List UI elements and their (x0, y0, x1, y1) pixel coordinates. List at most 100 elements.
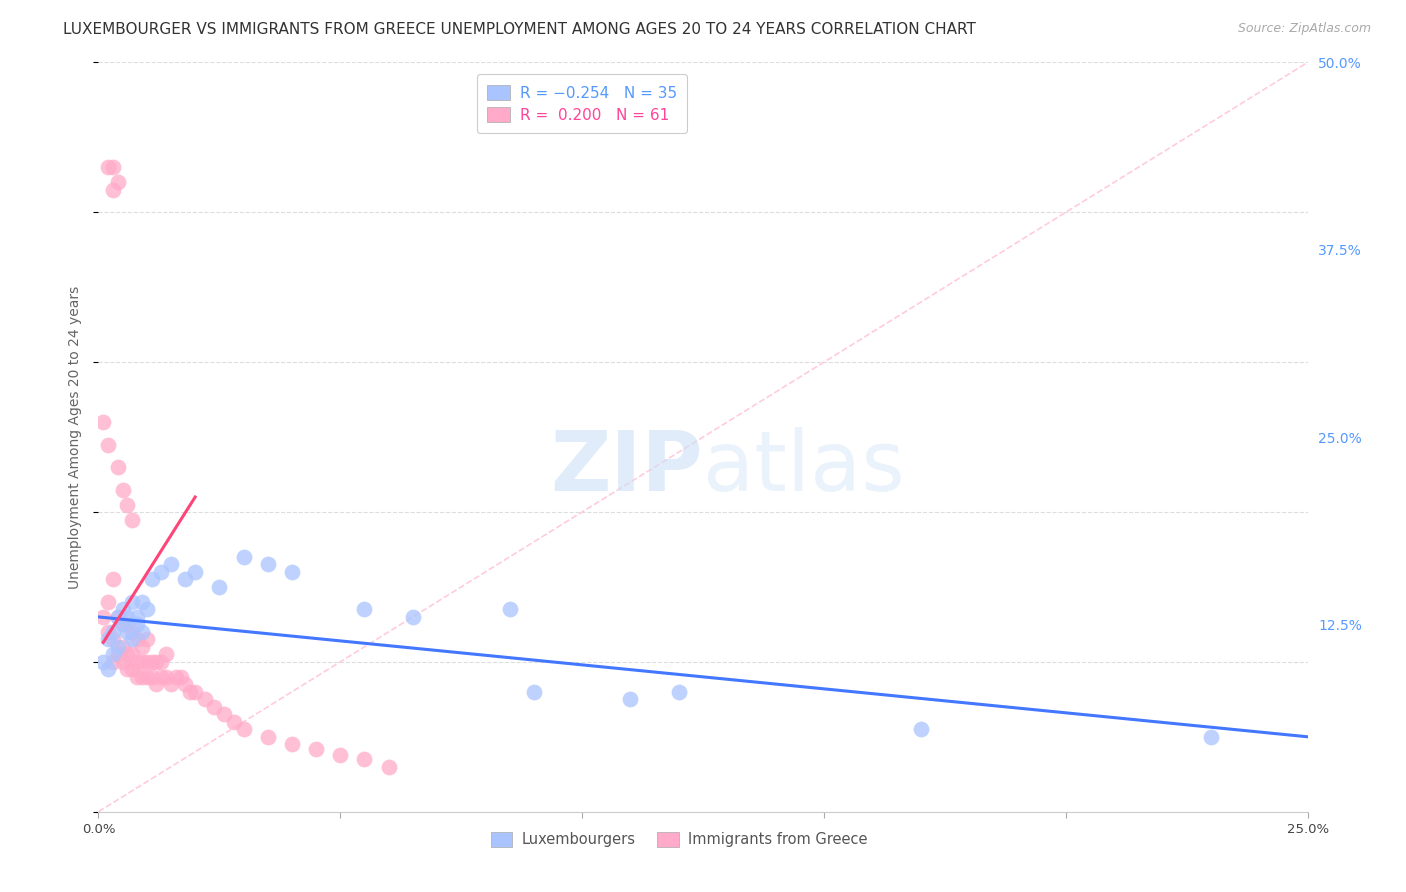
Point (910, 723, 932, 737)
Text: Source: ZipAtlas.com: Source: ZipAtlas.com (1237, 22, 1371, 36)
Point (117, 617, 139, 632)
Point (97, 161, 120, 175)
Point (212, 707, 235, 722)
Point (97, 632, 120, 647)
Point (184, 565, 207, 579)
Y-axis label: Unemployment Among Ages 20 to 24 years: Unemployment Among Ages 20 to 24 years (69, 285, 83, 589)
Point (121, 662, 143, 676)
Point (402, 610, 425, 624)
Point (232, 549, 254, 564)
Point (111, 483, 134, 497)
Point (101, 161, 124, 175)
Point (107, 640, 129, 654)
Point (353, 602, 375, 616)
Point (135, 670, 157, 684)
Point (97, 437, 120, 451)
Point (141, 670, 163, 684)
Point (160, 558, 183, 572)
Point (131, 640, 153, 654)
Point (208, 580, 231, 594)
Point (127, 617, 149, 632)
Point (141, 655, 163, 669)
Point (121, 512, 143, 526)
Point (135, 602, 157, 616)
Point (256, 558, 278, 572)
Text: ZIP: ZIP (551, 426, 703, 508)
Point (127, 655, 149, 669)
Point (121, 648, 143, 662)
Point (232, 723, 254, 737)
Point (107, 460, 129, 475)
Point (117, 498, 139, 512)
Point (305, 741, 328, 756)
Point (107, 648, 129, 662)
Point (150, 670, 173, 684)
Point (121, 632, 143, 647)
Point (194, 692, 217, 706)
Point (97, 595, 120, 609)
Point (111, 640, 134, 654)
Point (169, 670, 191, 684)
Point (619, 692, 641, 706)
Point (222, 714, 245, 729)
Point (101, 573, 124, 587)
Point (668, 685, 690, 699)
Point (111, 617, 134, 632)
Point (155, 670, 177, 684)
Point (117, 610, 139, 624)
Point (111, 602, 134, 616)
Point (127, 632, 149, 647)
Point (150, 565, 173, 579)
Point (101, 648, 124, 662)
Point (101, 632, 124, 647)
Point (117, 648, 139, 662)
Text: LUXEMBOURGER VS IMMIGRANTS FROM GREECE UNEMPLOYMENT AMONG AGES 20 TO 24 YEARS CO: LUXEMBOURGER VS IMMIGRANTS FROM GREECE U… (63, 22, 976, 37)
Point (91, 610, 114, 624)
Point (91, 415, 114, 429)
Point (117, 662, 139, 676)
Point (97, 662, 120, 676)
Point (1199, 730, 1222, 744)
Point (174, 677, 197, 691)
Point (256, 730, 278, 744)
Point (145, 677, 167, 691)
Point (329, 747, 352, 762)
Point (131, 595, 153, 609)
Point (111, 617, 134, 632)
Point (101, 624, 124, 639)
Point (353, 752, 375, 766)
Point (174, 573, 197, 587)
Point (101, 655, 124, 669)
Point (165, 670, 187, 684)
Point (281, 737, 304, 751)
Point (127, 610, 149, 624)
Point (179, 685, 201, 699)
Point (107, 610, 129, 624)
Point (135, 632, 157, 647)
Point (155, 648, 177, 662)
Point (121, 624, 143, 639)
Point (107, 175, 129, 189)
Point (523, 685, 546, 699)
Point (111, 655, 134, 669)
Point (101, 183, 124, 197)
Point (117, 624, 139, 639)
Point (141, 573, 163, 587)
Point (184, 685, 207, 699)
Point (127, 670, 149, 684)
Point (131, 624, 153, 639)
Point (160, 677, 183, 691)
Point (107, 610, 129, 624)
Legend: Luxembourgers, Immigrants from Greece: Luxembourgers, Immigrants from Greece (485, 826, 873, 853)
Point (131, 655, 153, 669)
Point (91, 655, 114, 669)
Point (121, 595, 143, 609)
Point (150, 655, 173, 669)
Point (145, 655, 167, 669)
Point (377, 760, 399, 774)
Text: atlas: atlas (703, 426, 904, 508)
Point (204, 699, 226, 714)
Point (97, 624, 120, 639)
Point (131, 670, 153, 684)
Point (281, 565, 304, 579)
